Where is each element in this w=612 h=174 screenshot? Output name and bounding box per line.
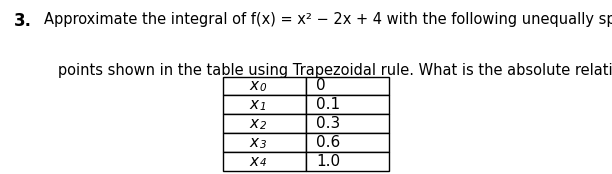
Bar: [223, 114, 306, 133]
Bar: [223, 133, 306, 152]
Text: x: x: [249, 97, 258, 112]
Bar: [223, 152, 306, 171]
Text: 0.1: 0.1: [316, 97, 340, 112]
Bar: [306, 95, 389, 114]
Text: 0.3: 0.3: [316, 116, 340, 131]
Text: points shown in the table using Trapezoidal rule. What is the absolute relative : points shown in the table using Trapezoi…: [44, 63, 612, 78]
Text: 4: 4: [259, 158, 266, 168]
Text: x: x: [249, 78, 258, 93]
Text: x: x: [249, 116, 258, 131]
Bar: [306, 133, 389, 152]
Text: 1.0: 1.0: [316, 154, 340, 169]
Text: 0.6: 0.6: [316, 135, 340, 150]
Bar: [223, 95, 306, 114]
Text: 0: 0: [259, 83, 266, 93]
Text: x: x: [249, 135, 258, 150]
Text: 3.: 3.: [13, 12, 31, 30]
Text: x: x: [249, 154, 258, 169]
Text: 0: 0: [316, 78, 326, 93]
Bar: [306, 77, 389, 95]
Text: 2: 2: [259, 121, 266, 131]
Bar: [306, 114, 389, 133]
Text: 3: 3: [259, 140, 266, 150]
Bar: [306, 152, 389, 171]
Text: Approximate the integral of f(x) = x² − 2x + 4 with the following unequally spac: Approximate the integral of f(x) = x² − …: [44, 12, 612, 27]
Bar: [223, 77, 306, 95]
Text: 1: 1: [259, 102, 266, 112]
